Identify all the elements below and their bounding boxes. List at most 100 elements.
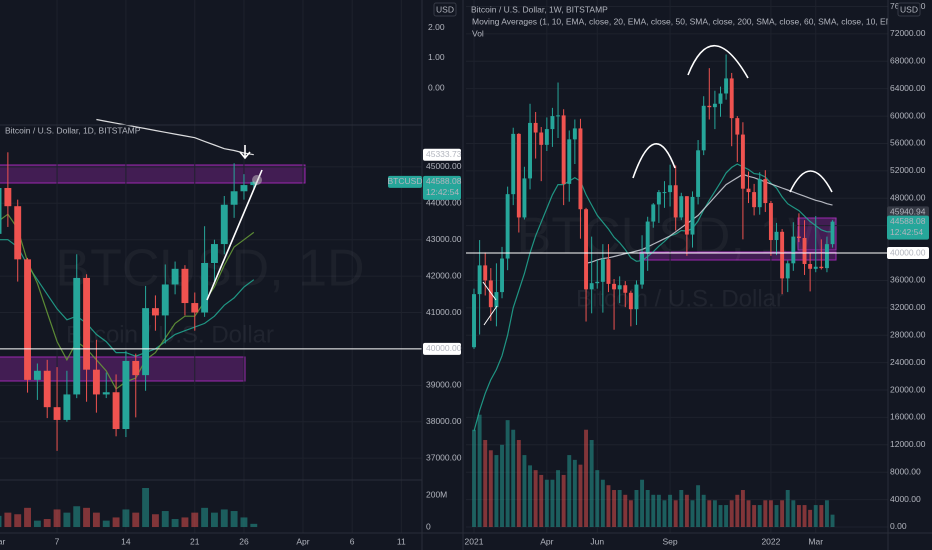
volume-bar [556, 470, 561, 527]
candle-body [240, 185, 248, 192]
candle-body [735, 118, 740, 135]
volume-bar [161, 511, 169, 528]
x-tick-label: 2022 [761, 536, 780, 546]
y-tick-label: 44000.00 [426, 198, 462, 208]
currency: USD [900, 4, 918, 14]
symbol-box [388, 175, 422, 188]
candle-body [763, 179, 768, 204]
candle-body [151, 308, 159, 316]
volume-tick-label: 0 [426, 521, 431, 531]
candle-body [528, 122, 532, 179]
x-tick-label: Apr [540, 536, 553, 546]
volume-bar [14, 514, 22, 528]
x-tick-label: 2021 [465, 536, 484, 546]
volume-bar [662, 500, 667, 527]
candle-body [651, 204, 656, 222]
candle-body [746, 188, 751, 193]
candle-body [813, 266, 818, 269]
candle-body [483, 265, 488, 281]
volume-bar [73, 506, 81, 528]
shoulder-arc [632, 143, 676, 179]
y-tick-label: 43000.00 [426, 234, 462, 244]
legend-line: Moving Averages (1, 10, EMA, close, 20, … [472, 16, 932, 26]
indicator-tick-label: 2.00 [428, 22, 445, 32]
y-tick-label: 38000.00 [426, 416, 462, 426]
candle-body [662, 192, 667, 194]
volume-bar [606, 485, 611, 527]
candle-body [729, 78, 734, 119]
y-tick-label: 12000.00 [890, 439, 926, 449]
candle-body [488, 280, 493, 308]
price-label: 44588.08 [890, 216, 926, 226]
volume-bar [494, 455, 499, 527]
volume-bar [230, 511, 238, 528]
legend-line: Vol [472, 28, 484, 38]
candle-body [500, 258, 504, 293]
volume-bar [181, 517, 189, 528]
candle-body [43, 370, 51, 408]
volume-bar [505, 420, 510, 527]
y-tick-label: 60000.00 [890, 110, 926, 120]
candle-body [707, 105, 712, 108]
candle-body [567, 139, 572, 184]
countdown: 12:42:54 [890, 227, 923, 237]
y-tick-label: 68000.00 [890, 56, 926, 66]
candle-body [656, 192, 661, 205]
candle-body [757, 179, 762, 208]
candle-body [516, 133, 521, 218]
volume-bar [0, 515, 2, 528]
head-arc [687, 45, 749, 79]
y-tick-label: 24000.00 [890, 357, 926, 367]
volume-bar [819, 505, 824, 527]
currency-box [897, 2, 921, 17]
volume-bar [785, 490, 790, 527]
candle-body [556, 115, 561, 117]
candle-body [161, 284, 169, 316]
candle-body [533, 122, 538, 133]
volume-bar [656, 494, 661, 527]
volume-bar [522, 455, 527, 527]
candle-body [171, 268, 179, 285]
volume-bar [830, 514, 835, 527]
price-label-box [423, 342, 461, 355]
candle-body [802, 237, 807, 265]
indicator-tick-label: 0.00 [428, 82, 445, 92]
price-label: 44588.08 [426, 176, 462, 186]
volume-bar [516, 440, 521, 527]
volume-bar [561, 474, 566, 527]
volume-bar [142, 488, 150, 528]
volume-bar [589, 440, 594, 527]
volume-bar [112, 517, 120, 528]
volume-bar [483, 440, 488, 527]
volume-bar [600, 479, 605, 527]
chart-title: Bitcoin / U.S. Dollar, 1D, BITSTAMP [5, 125, 141, 135]
candle-body [830, 221, 835, 245]
candle-body [561, 115, 566, 184]
candle-body [768, 203, 773, 241]
candle-body [572, 128, 577, 140]
candle-body [102, 392, 110, 395]
volume-bar [684, 494, 689, 527]
marker [252, 175, 262, 185]
zone [639, 251, 837, 261]
candle-body [83, 277, 91, 370]
y-tick-label: 0.00 [890, 521, 907, 531]
volume-bar [83, 507, 91, 528]
volume-bar [774, 505, 779, 527]
volume-bar [151, 514, 159, 528]
volume-bar [796, 505, 801, 527]
volume-bar [550, 479, 555, 527]
x-tick-label: 14 [121, 536, 131, 546]
candle-body [132, 360, 140, 376]
x-tick-label: Apr [296, 536, 309, 546]
trend-line [206, 169, 263, 301]
x-tick-label: 21 [190, 536, 200, 546]
candle-body [181, 268, 189, 304]
volume-bar [752, 505, 757, 527]
volume-bar [544, 479, 549, 527]
volume-bar [791, 500, 796, 527]
candle-body [511, 133, 516, 195]
price-label: 45940.94 [890, 207, 926, 217]
candle-body [494, 292, 499, 308]
price-label-box [887, 215, 929, 240]
